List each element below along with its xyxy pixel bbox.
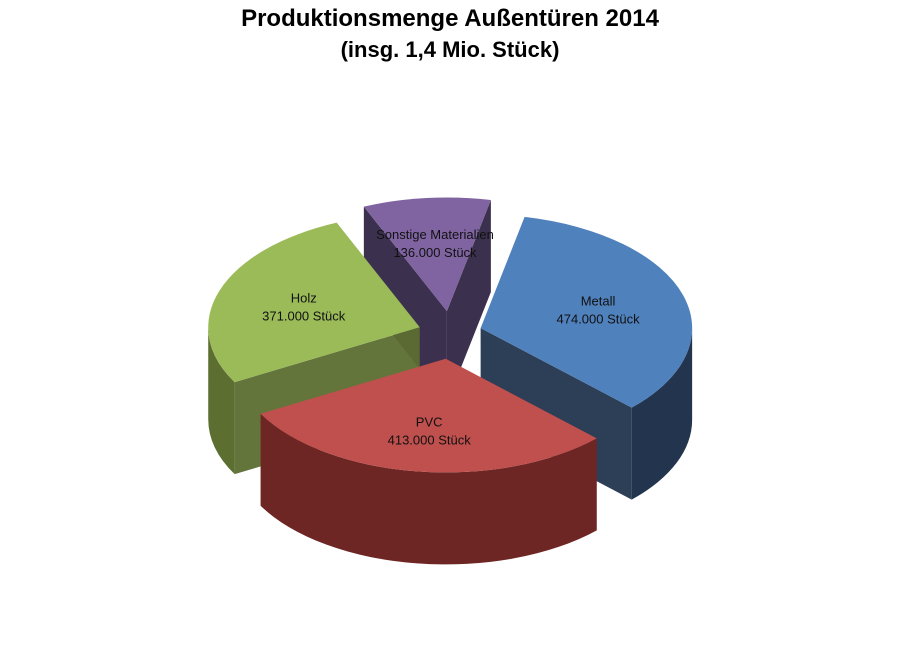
slice-value-holz: 371.000 Stück [262,308,346,323]
chart-subtitle: (insg. 1,4 Mio. Stück) [341,37,560,62]
slice-label-holz: Holz [291,290,317,305]
pie-slice-top-pvc [260,358,597,473]
slice-value-pvc: 413.000 Stück [388,433,472,448]
slice-label-sonstige-materialien: Sonstige Materialien [376,227,494,242]
pie-slice-wall-sonstige-materialien [446,199,491,404]
slice-value-metall: 474.000 Stück [557,312,641,327]
pie-slice-wall-sonstige-materialien [363,206,447,404]
slice-value-sonstige-materialien: 136.000 Stück [393,245,477,260]
labels-layer: Sonstige Materialien 136.000 Stück Holz 371… [262,227,640,448]
pie-slice-side-pvc [260,413,597,565]
chart-title: Produktionsmenge Außentüren 2014 [241,5,660,32]
pie-slice-side-holz [208,327,235,475]
slice-label-pvc: PVC [416,415,443,430]
pie-slice-top-metall [480,216,693,408]
pie-slice-top-holz [208,222,420,383]
pie-slice-side-metall [631,328,693,500]
pie-slice-pvc [260,358,597,565]
slice-label-metall: Metall [581,294,616,309]
slices-layer [208,197,693,565]
pie-slice-sonstige-materialien [363,197,491,404]
pie-slice-top-sonstige-materialien [363,197,491,312]
